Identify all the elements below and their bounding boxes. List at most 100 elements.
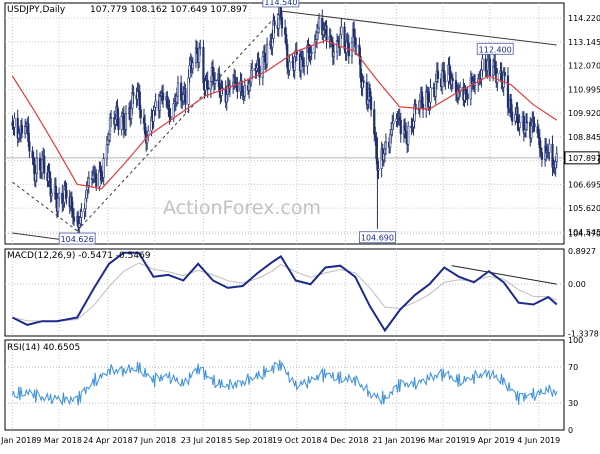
candle-body bbox=[255, 67, 258, 71]
candle-body bbox=[412, 120, 415, 128]
candle-body bbox=[161, 92, 165, 101]
candle-body bbox=[340, 26, 343, 35]
candle-body bbox=[102, 158, 105, 178]
candle-body bbox=[389, 134, 392, 148]
candle-body bbox=[391, 123, 394, 130]
y-tick-label: 104.545 bbox=[568, 228, 600, 237]
candle-body bbox=[38, 157, 42, 171]
candle-body bbox=[139, 109, 142, 118]
macd-y-tick-label: 0.8927 bbox=[568, 247, 596, 256]
candle-body bbox=[61, 192, 64, 204]
candle-body bbox=[124, 113, 128, 130]
candle-body bbox=[300, 56, 304, 60]
candle-body bbox=[316, 27, 320, 34]
candle-body bbox=[143, 122, 147, 135]
candle-body bbox=[27, 123, 30, 142]
x-tick-label: 4 Dec 2018 bbox=[323, 436, 369, 445]
y-tick-label: 106.695 bbox=[568, 180, 600, 189]
candle-body bbox=[11, 122, 14, 126]
x-tick-label: 19 Apr 2019 bbox=[465, 436, 514, 445]
candle-body bbox=[554, 161, 557, 169]
x-tick-label: 6 Mar 2019 bbox=[420, 436, 466, 445]
candle-body bbox=[20, 125, 24, 134]
current-price-box bbox=[564, 151, 600, 165]
panel-frame-1 bbox=[4, 248, 565, 337]
candle-body bbox=[258, 66, 261, 78]
candle-body bbox=[277, 14, 280, 29]
candle-body bbox=[514, 114, 517, 122]
y-tick-label: 112.070 bbox=[568, 62, 600, 71]
candle-body bbox=[537, 132, 540, 138]
watermark: ActionForex.com bbox=[163, 197, 321, 219]
candle-body bbox=[84, 197, 87, 210]
candle-body bbox=[428, 101, 431, 108]
candle-body bbox=[108, 118, 112, 136]
candle-body bbox=[392, 120, 395, 125]
candle-body bbox=[221, 87, 224, 90]
candle-body bbox=[494, 61, 497, 69]
candle-body bbox=[251, 68, 254, 72]
candle-body bbox=[232, 82, 235, 86]
candle-body bbox=[375, 136, 378, 160]
price-annotation-label: 104.690 bbox=[361, 234, 394, 243]
y-tick-label: 105.620 bbox=[568, 204, 600, 213]
candle-body bbox=[273, 20, 276, 26]
candle-body bbox=[218, 73, 221, 93]
candle-body bbox=[425, 91, 428, 110]
price-annotation-box bbox=[58, 232, 96, 245]
candle-body bbox=[350, 41, 354, 57]
candle-body bbox=[441, 69, 444, 87]
x-tick-label: 24 Jan 2018 bbox=[0, 436, 36, 445]
candle-body bbox=[369, 96, 373, 110]
rsi-levels bbox=[5, 366, 564, 404]
candle-body bbox=[28, 141, 31, 152]
price-annotation-box bbox=[359, 231, 396, 244]
candle-body bbox=[284, 27, 287, 35]
candle-body bbox=[198, 47, 201, 63]
price-annotation-label: 114.540 bbox=[264, 0, 297, 7]
candle-body bbox=[152, 110, 155, 122]
candle-body bbox=[533, 123, 536, 128]
candle-body bbox=[175, 95, 178, 103]
candle-body bbox=[322, 29, 325, 35]
candles bbox=[11, 0, 558, 236]
rsi-y-tick-label: 0 bbox=[568, 426, 573, 435]
candle-body bbox=[444, 80, 447, 83]
candle-body bbox=[374, 133, 377, 138]
candle-body bbox=[117, 117, 120, 130]
candle-body bbox=[191, 62, 194, 70]
candle-body bbox=[261, 55, 264, 78]
candle-body bbox=[48, 171, 51, 179]
price-annotations: 114.540 112.400 104.626 104.690 bbox=[58, 0, 514, 245]
candle-body bbox=[65, 189, 68, 198]
ohlc-label: 107.779 108.162 107.649 107.897 bbox=[90, 5, 247, 15]
macd-signal-line bbox=[12, 262, 557, 322]
candle-body bbox=[169, 116, 172, 119]
x-tick-label: 4 Jun 2019 bbox=[517, 436, 560, 445]
candle-body bbox=[451, 78, 454, 81]
candle-body bbox=[532, 119, 535, 125]
candle-body bbox=[481, 58, 484, 71]
candle-body bbox=[536, 126, 539, 134]
candle-body bbox=[404, 130, 408, 139]
candle-body bbox=[448, 64, 451, 76]
candle-body bbox=[516, 107, 519, 123]
rsi-y-tick-label: 70 bbox=[568, 363, 578, 372]
candle-body bbox=[420, 91, 424, 105]
x-tick-label: 21 Jan 2019 bbox=[373, 436, 421, 445]
candle-body bbox=[434, 81, 437, 97]
candle-body bbox=[510, 98, 513, 113]
candle-body bbox=[110, 117, 113, 119]
candle-body bbox=[72, 216, 76, 222]
candle-body bbox=[466, 93, 469, 100]
rsi-label: RSI(14) 40.6505 bbox=[7, 343, 80, 353]
candle-body bbox=[188, 65, 191, 79]
candle-body bbox=[204, 80, 207, 91]
x-tick-label: 24 Apr 2018 bbox=[83, 436, 132, 445]
candle-body bbox=[480, 69, 483, 79]
candle-body bbox=[540, 152, 544, 160]
candle-body bbox=[314, 39, 317, 43]
candle-body bbox=[352, 29, 356, 38]
candle-body bbox=[56, 197, 60, 212]
candle-body bbox=[383, 148, 386, 155]
